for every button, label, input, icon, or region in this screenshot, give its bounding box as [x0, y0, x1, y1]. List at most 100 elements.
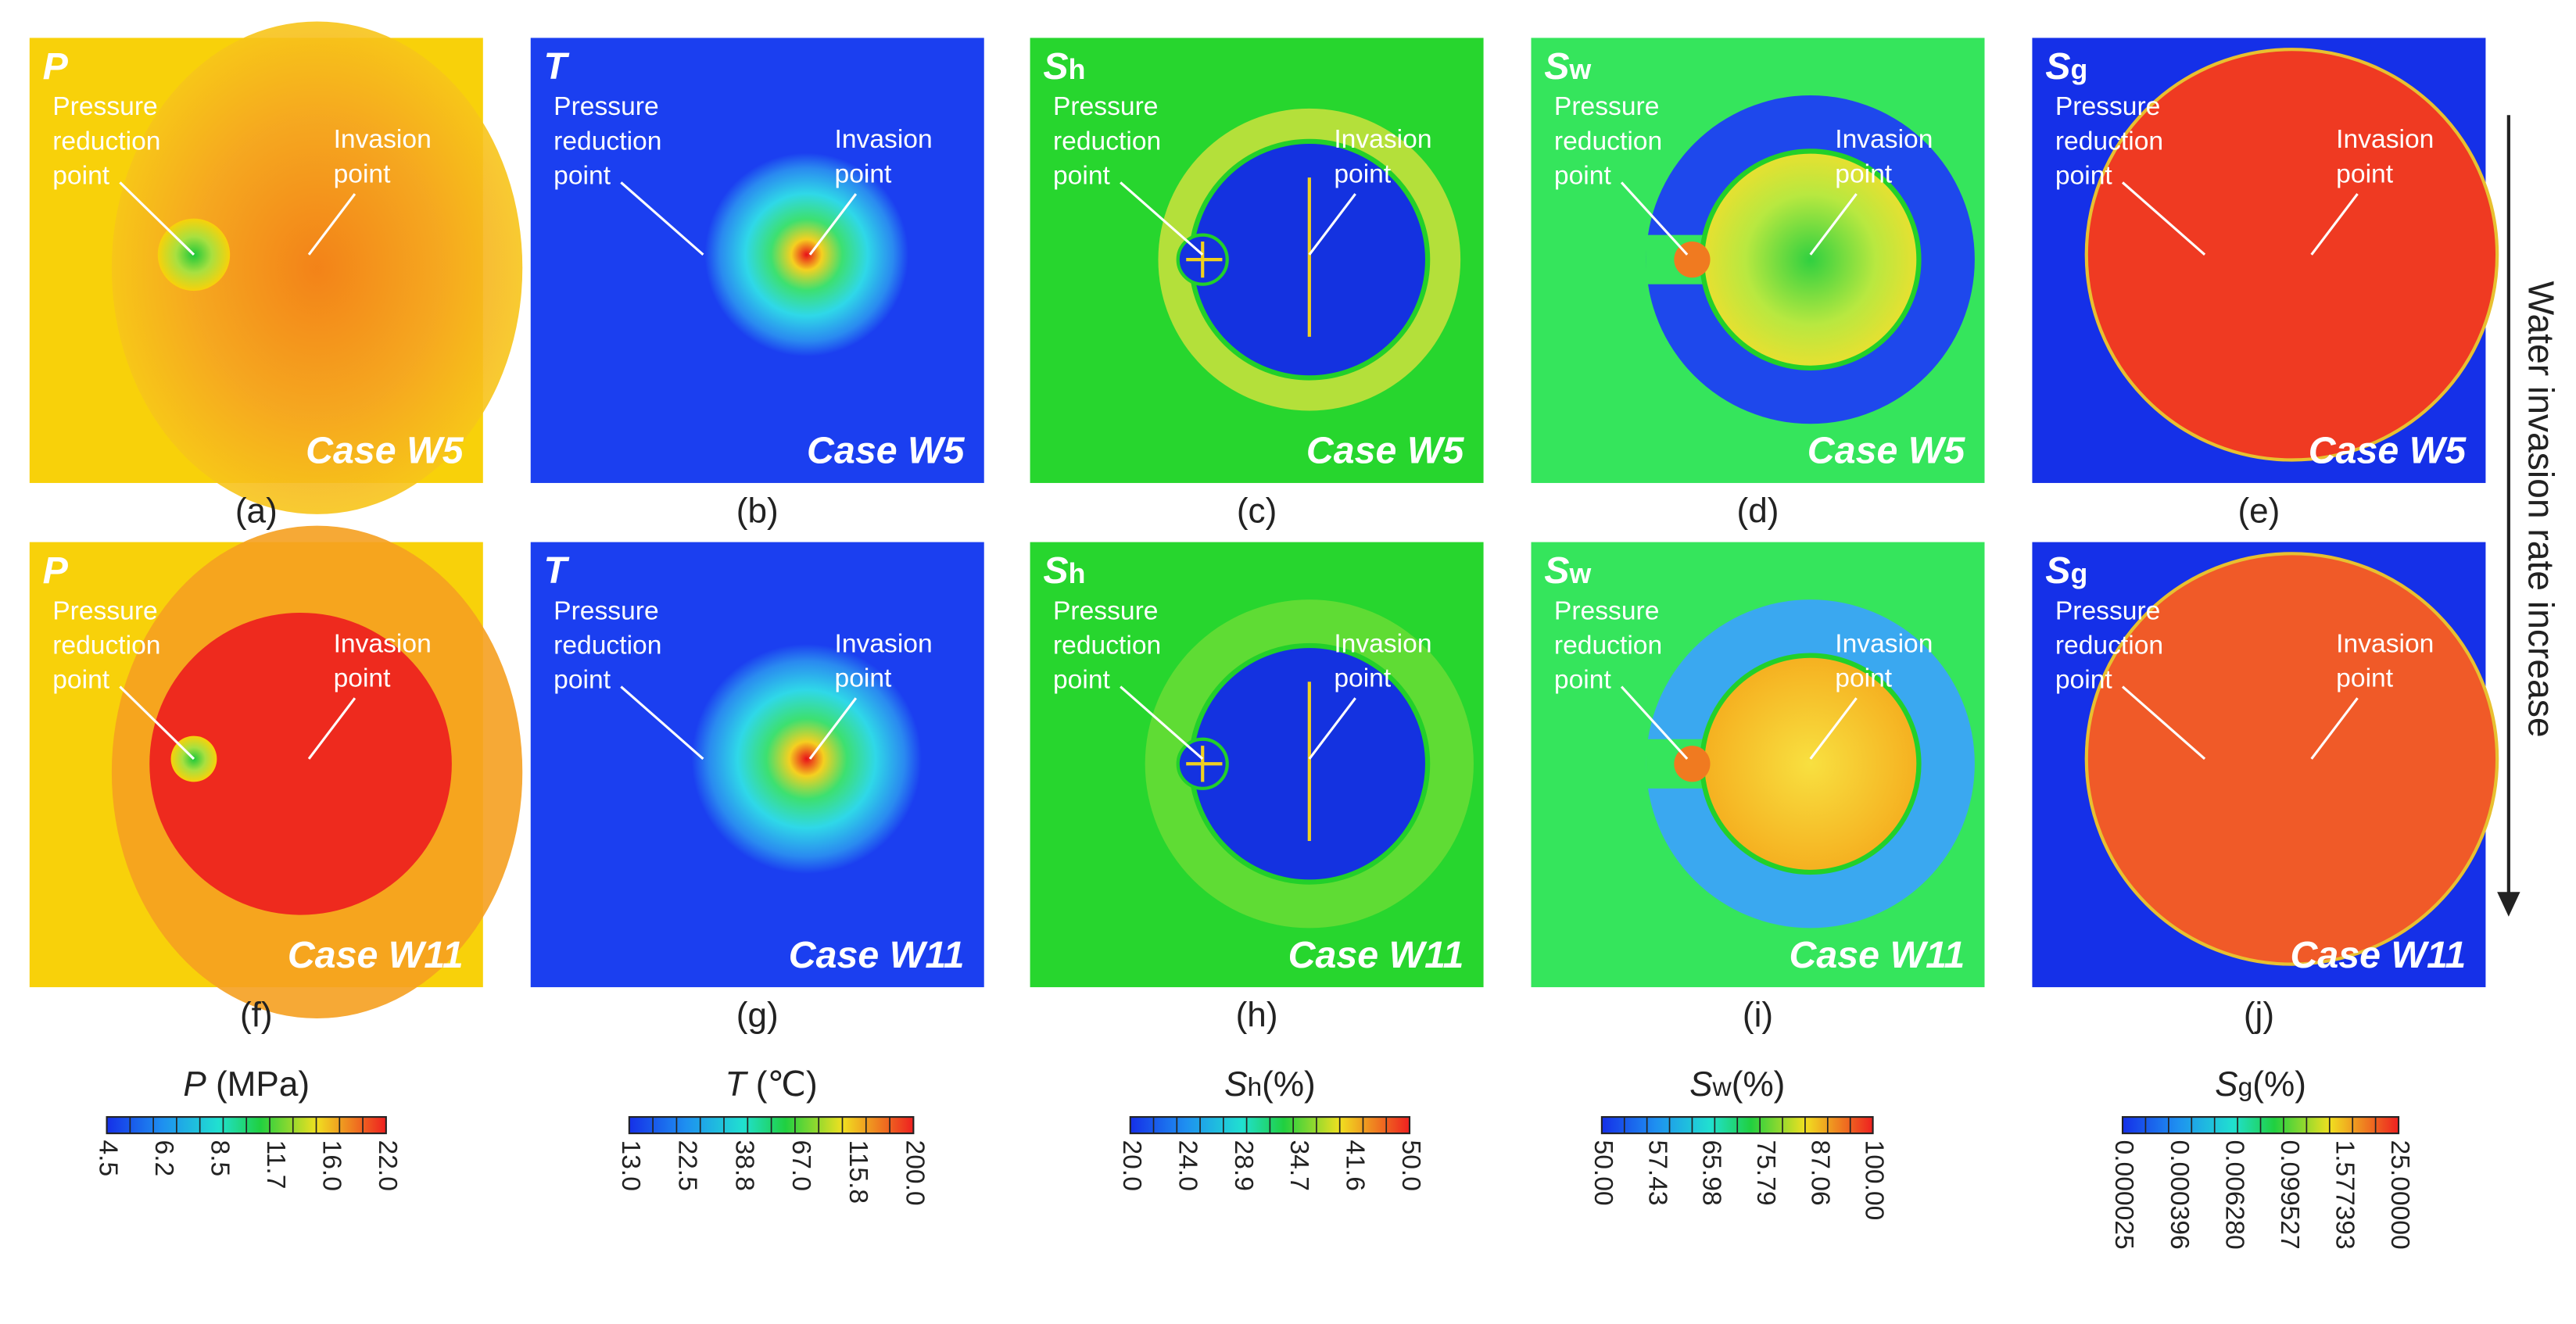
- subplot-label: (b): [736, 492, 779, 530]
- case-label: Case W11: [288, 934, 464, 976]
- field: [2084, 48, 2499, 462]
- colorbar-tick-label: 4.5: [94, 1140, 123, 1177]
- symbol: S: [1544, 45, 1569, 88]
- leader-line: [1120, 685, 1204, 760]
- panel: P Pressure reduction point Invasion point Case…: [29, 525, 523, 1019]
- subscript: w: [1711, 1073, 1732, 1102]
- leader-line: [2310, 697, 2359, 760]
- annotation: point: [334, 664, 392, 693]
- colorbar-tick-label: 22.0: [373, 1140, 402, 1191]
- annotation: Pressure: [554, 92, 659, 121]
- leader-line: [620, 181, 704, 256]
- annotation: point: [1835, 159, 1893, 188]
- annotation: point: [554, 666, 611, 695]
- case-label: Case W5: [2309, 430, 2467, 472]
- panel: T Pressure reduction point Invasion point Case…: [530, 38, 984, 483]
- annotation: Pressure: [554, 596, 659, 625]
- symbol: S: [1224, 1065, 1247, 1104]
- annotation: point: [1334, 664, 1392, 693]
- unit: (%): [1262, 1065, 1316, 1104]
- leader-line: [2310, 193, 2359, 256]
- colorbar-tick-label: 20.0: [1117, 1140, 1146, 1191]
- annotation: Pressure: [1554, 596, 1660, 625]
- annotation: point: [2336, 159, 2394, 188]
- symbol: P: [183, 1065, 206, 1104]
- panel: Sh Pressure reduction point Invasion point Cas…: [1030, 38, 1484, 483]
- subscript: h: [1069, 558, 1086, 589]
- colorbar-tick-label: 41.6: [1341, 1140, 1370, 1191]
- variable-symbol: Sg: [2045, 45, 2087, 88]
- subscript: w: [1569, 54, 1592, 85]
- unit: (MPa): [206, 1065, 310, 1104]
- symbol: S: [1544, 549, 1569, 592]
- annotation: reduction: [2055, 631, 2163, 660]
- case-label: Case W11: [2290, 934, 2466, 976]
- annotation: Invasion: [1835, 125, 1933, 154]
- variable-symbol: T: [544, 45, 570, 88]
- colorbar-tick-label: 67.0: [786, 1140, 815, 1191]
- colorbar-label: Sh(%): [1224, 1065, 1316, 1104]
- annotation: point: [334, 159, 392, 188]
- colorbar-tick-label: 0.000025: [2109, 1140, 2138, 1250]
- annotation: reduction: [1554, 631, 1662, 660]
- annotation: reduction: [52, 127, 160, 156]
- colorbar-tick-label: 200.0: [901, 1140, 930, 1206]
- annotation: point: [1053, 666, 1111, 695]
- colorbar-tick-label: 100.00: [1860, 1140, 1889, 1221]
- variable-symbol: Sh: [1043, 45, 1085, 88]
- symbol: S: [2215, 1065, 2237, 1104]
- subscript: g: [2070, 54, 2087, 85]
- leader-line: [808, 193, 858, 256]
- colorbar-tick-label: 13.0: [616, 1140, 645, 1191]
- leader-line: [1308, 697, 1356, 760]
- side-text: Water invasion rate increase: [2520, 281, 2561, 738]
- leader-line: [1620, 181, 1689, 256]
- annotation: reduction: [1053, 631, 1161, 660]
- colorbar-tick-label: 65.98: [1697, 1140, 1726, 1206]
- annotation: point: [2336, 664, 2394, 693]
- symbol: S: [1689, 1065, 1712, 1104]
- colorbar-label: Sg(%): [2215, 1065, 2306, 1104]
- annotation: Pressure: [1554, 92, 1660, 121]
- unit: (%): [1732, 1065, 1786, 1104]
- leader-line: [1809, 697, 1858, 760]
- annotation: Pressure: [1053, 596, 1159, 625]
- annotation: reduction: [554, 127, 661, 156]
- variable-symbol: P: [43, 549, 69, 592]
- colorbar-tick-label: 75.79: [1751, 1140, 1780, 1206]
- symbol: P: [43, 45, 69, 88]
- colorbar-tick-label: 24.0: [1173, 1140, 1202, 1191]
- colorbar-tick-label: 8.5: [206, 1140, 235, 1177]
- field: [2084, 552, 2499, 966]
- subplot-label: (c): [1237, 492, 1277, 530]
- colorbar-tick-label: 1.577393: [2331, 1140, 2359, 1250]
- annotation: point: [1053, 161, 1111, 190]
- annotation: reduction: [52, 631, 160, 660]
- colorbar-tick-label: 6.2: [149, 1140, 178, 1177]
- leader-line: [307, 193, 356, 256]
- annotation: Invasion: [1334, 125, 1431, 154]
- leader-line: [119, 685, 195, 760]
- colorbar-label: Sw(%): [1689, 1065, 1785, 1104]
- annotation: reduction: [554, 631, 661, 660]
- symbol: S: [2045, 549, 2070, 592]
- colorbar-tick-label: 11.7: [261, 1140, 290, 1190]
- annotation: Invasion: [835, 629, 933, 658]
- leader-line: [808, 697, 858, 760]
- case-label: Case W5: [1306, 430, 1465, 472]
- colorbar-tick-label: 50.0: [1396, 1140, 1425, 1191]
- variable-symbol: Sw: [1544, 45, 1591, 88]
- variable-symbol: T: [544, 549, 570, 592]
- annotation: point: [554, 161, 611, 190]
- panel: Sw Pressure reduction point Invasion point Cas…: [1531, 38, 1985, 483]
- subscript: w: [1569, 558, 1592, 589]
- subplot-label: (h): [1236, 997, 1278, 1035]
- case-label: Case W11: [1790, 934, 1965, 976]
- colorbar-tick-label: 0.099527: [2275, 1140, 2304, 1250]
- panel: Sw Pressure reduction point Invasion point Cas…: [1531, 542, 1985, 988]
- annotation: Invasion: [1334, 629, 1431, 658]
- annotation: Pressure: [52, 596, 158, 625]
- leader-line: [2121, 181, 2206, 256]
- annotation: reduction: [1053, 127, 1161, 156]
